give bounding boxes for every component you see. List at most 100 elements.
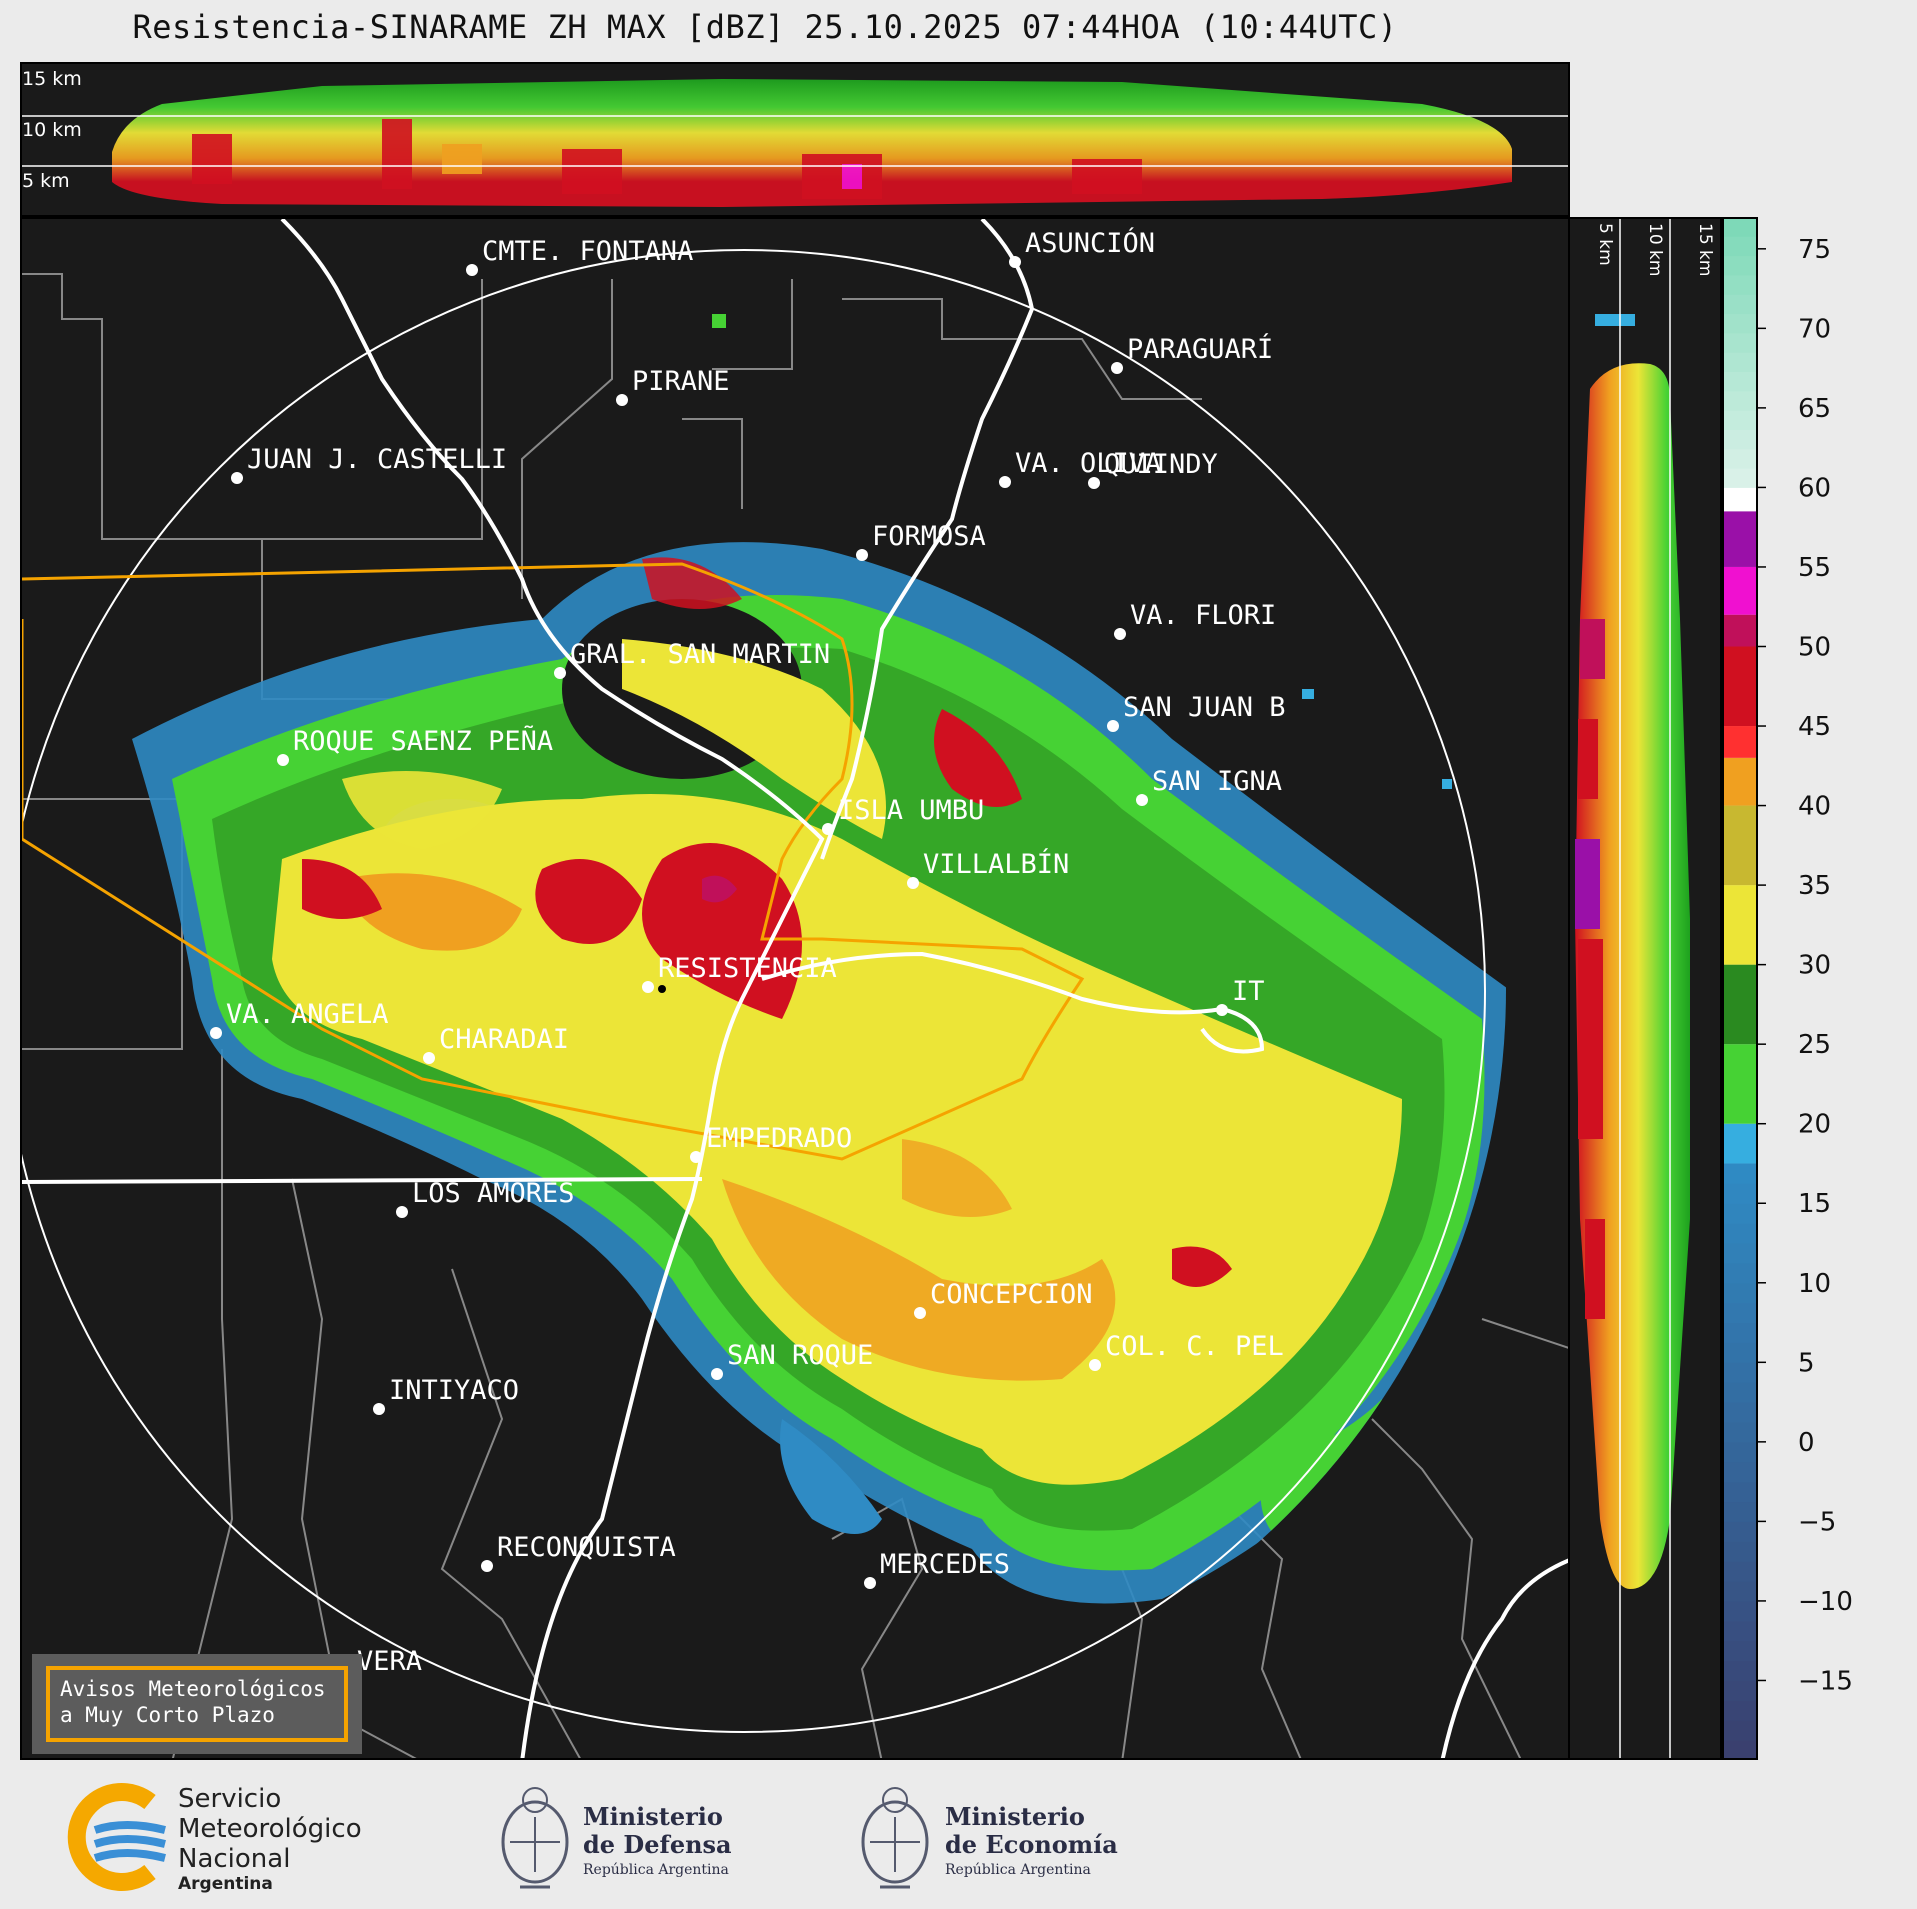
- colorbar-segment: [1722, 217, 1758, 237]
- colorbar-segment: [1722, 1123, 1758, 1164]
- colorbar-segment: [1722, 1163, 1758, 1184]
- city-5: VA. OLIVA: [999, 448, 1161, 488]
- city-label: VA. OLIVA: [1015, 448, 1161, 479]
- colorbar-tick-label: 75: [1798, 235, 1831, 265]
- colorbar-segment: [1722, 1700, 1758, 1721]
- colorbar-segment: [1722, 1620, 1758, 1642]
- colorbar-tick-label: 5: [1798, 1348, 1815, 1378]
- colorbar-tick-label: 35: [1798, 871, 1831, 901]
- colorbar-tick-label: −15: [1798, 1666, 1853, 1696]
- colorbar-tick-label: 65: [1798, 394, 1831, 424]
- city-24: INTIYACO: [373, 1375, 519, 1415]
- city-4: JUAN J. CASTELLI: [231, 444, 507, 484]
- avisos-badge[interactable]: Avisos Meteorológicos a Muy Corto Plazo: [32, 1654, 362, 1754]
- cross-section-side-cells: [1575, 314, 1635, 1319]
- colorbar-segment: [1722, 352, 1758, 373]
- city-label: VA. ANGELA: [226, 999, 389, 1030]
- avisos-inner: Avisos Meteorológicos a Muy Corto Plazo: [46, 1666, 348, 1742]
- city-marker: [277, 754, 289, 766]
- city-label: CHARADAI: [439, 1024, 569, 1055]
- colorbar: 75 70 65 60 55 50 45 40 35 30 25 20 15 10 5 0 −5 −10 −15: [1722, 217, 1917, 1761]
- city-label: PIRANE: [632, 366, 730, 397]
- page-title: Resistencia-SINARAME ZH MAX [dBZ] 25.10.…: [132, 8, 1398, 46]
- colorbar-tick-label: 25: [1798, 1030, 1831, 1060]
- colorbar-segment: [1722, 1660, 1758, 1681]
- footer: Servicio Meteorológico Nacional Argentin…: [0, 1762, 1917, 1909]
- colorbar-segment: [1722, 410, 1758, 430]
- city-22: COL. C. PEL: [1089, 1331, 1284, 1371]
- colorbar-segment: [1722, 1421, 1758, 1443]
- city-label: CMTE. FONTANA: [482, 236, 693, 267]
- city-label: QUIINDY: [1104, 449, 1218, 480]
- reflectivity-field: [132, 542, 1506, 1604]
- city-marker: [231, 472, 243, 484]
- city-13: ISLA UMBU: [822, 795, 984, 835]
- cross-section-top-cells: [192, 119, 1142, 199]
- city-marker: [210, 1027, 222, 1039]
- colorbar-segment: [1722, 566, 1758, 615]
- city-23: SAN ROQUE: [711, 1340, 873, 1380]
- city-marker: [822, 823, 834, 835]
- colorbar-segment: [1722, 805, 1758, 886]
- colorbar-segment: [1722, 646, 1758, 727]
- cross-section-side-plot: [1575, 219, 1690, 1758]
- colorbar-segment: [1722, 429, 1758, 450]
- smn-line4: Argentina: [178, 1874, 273, 1894]
- colorbar-segment: [1722, 726, 1758, 758]
- colorbar-tick-label: 20: [1798, 1110, 1831, 1140]
- cross-section-top-plot: [22, 79, 1568, 207]
- city-marker: [396, 1206, 408, 1218]
- city-marker: [864, 1577, 876, 1589]
- city-label: ROQUE SAENZ PEÑA: [293, 725, 553, 757]
- city-marker: [373, 1403, 385, 1415]
- colorbar-segment: [1722, 964, 1758, 1045]
- economia-line2: de Economía: [945, 1830, 1118, 1859]
- colorbar-segment: [1722, 332, 1758, 353]
- city-9: GRAL. SAN MARTIN: [554, 639, 830, 679]
- city-marker: [616, 394, 628, 406]
- colorbar-tick-label: 50: [1798, 632, 1831, 662]
- city-label: IT: [1232, 976, 1265, 1007]
- colorbar-segment: [1722, 1402, 1758, 1423]
- city-label: ASUNCIÓN: [1025, 227, 1155, 259]
- colorbar-border: [1722, 217, 1758, 1760]
- city-16: VA. ANGELA: [210, 999, 389, 1039]
- radar-map[interactable]: CMTE. FONTANA ASUNCIÓN PARAGUARÍ PIRANE JUAN…: [20, 217, 1570, 1760]
- defensa-line1: Ministerio: [583, 1802, 723, 1831]
- colorbar-tick-label: 30: [1798, 951, 1831, 981]
- city-label: LOS AMORES: [412, 1178, 575, 1209]
- rivers: [280, 219, 1568, 1758]
- colorbar-segment: [1722, 757, 1758, 806]
- colorbar-segment: [1722, 1561, 1758, 1582]
- city-marker: [1088, 477, 1100, 489]
- avisos-line2: a Muy Corto Plazo: [60, 1703, 275, 1727]
- city-label: JUAN J. CASTELLI: [247, 444, 507, 475]
- colorbar-segment: [1722, 1223, 1758, 1244]
- colorbar-segment: [1722, 511, 1758, 567]
- colorbar-segment: [1722, 371, 1758, 392]
- smn-line2: Meteorológico: [178, 1814, 362, 1844]
- city-label: EMPEDRADO: [706, 1123, 852, 1154]
- colorbar-segment: [1722, 614, 1758, 647]
- colorbar-tick-label: 60: [1798, 473, 1831, 503]
- colorbar-segment: [1722, 236, 1758, 257]
- colorbar-segment: [1722, 448, 1758, 469]
- defensa-line3: República Argentina: [583, 1862, 729, 1878]
- smn-line3: Nacional: [178, 1844, 291, 1874]
- defensa-line2: de Defensa: [583, 1830, 732, 1859]
- defensa-seal-icon: [501, 1787, 569, 1889]
- colorbar-segment: [1722, 1680, 1758, 1701]
- colorbar-tick-label: 10: [1798, 1269, 1831, 1299]
- city-label: ISLA UMBU: [838, 795, 984, 826]
- height-label-15km: 15 km: [22, 68, 82, 90]
- city-label: CONCEPCION: [930, 1279, 1093, 1310]
- colorbar-segment: [1722, 294, 1758, 315]
- colorbar-segment: [1722, 390, 1758, 411]
- city-marker: [907, 877, 919, 889]
- colorbar-segment: [1722, 1362, 1758, 1383]
- radar-site: [658, 985, 666, 993]
- colorbar-tick-label: −5: [1798, 1507, 1836, 1537]
- colorbar-segment: [1722, 1282, 1758, 1304]
- colorbar-segment: [1722, 468, 1758, 488]
- city-marker: [1111, 362, 1123, 374]
